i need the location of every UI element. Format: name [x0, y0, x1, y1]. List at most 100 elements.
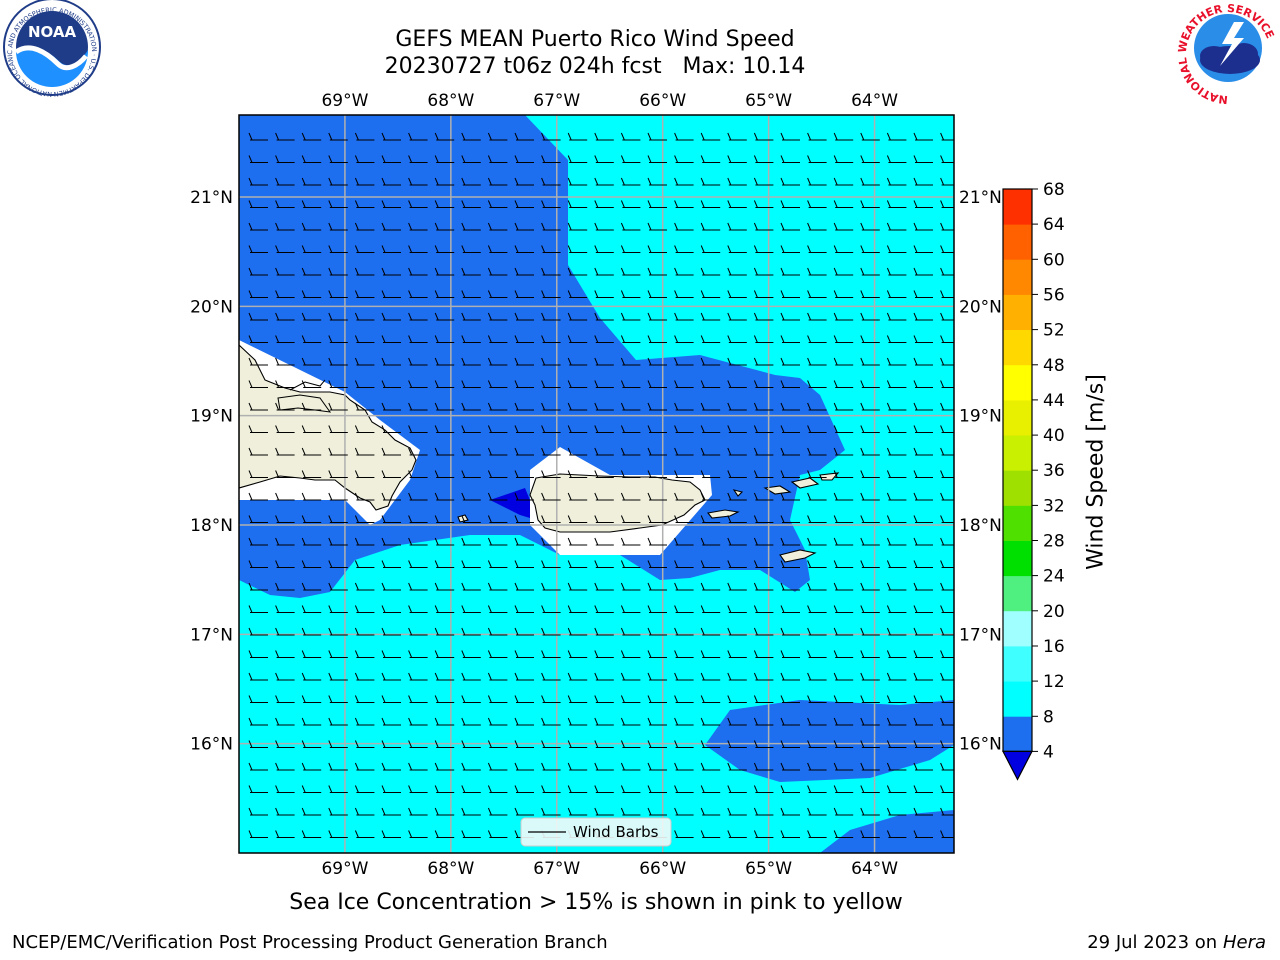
wind-barb	[727, 200, 747, 208]
colorbar-segment	[1003, 716, 1032, 752]
wind-barb	[541, 132, 561, 141]
wind-barb	[833, 177, 854, 186]
wind-barb	[833, 222, 854, 231]
wind-barb	[434, 357, 455, 366]
wind-barb	[328, 425, 348, 433]
wind-barb	[514, 807, 534, 816]
wind-barb	[700, 582, 721, 591]
wind-barb	[328, 132, 348, 141]
wind-barb	[301, 357, 322, 366]
footer-caption: Sea Ice Concentration > 15% is shown in …	[289, 890, 903, 915]
colorbar-tick-label: 4	[1043, 742, 1054, 762]
wind-barb	[541, 222, 561, 231]
wind-barb	[381, 425, 401, 433]
wind-barb	[381, 740, 401, 748]
wind-barb	[620, 470, 641, 478]
wind-barb	[674, 470, 694, 478]
wind-barb	[461, 200, 481, 208]
wind-barb	[940, 290, 954, 298]
wind-barb	[487, 515, 508, 523]
wind-barb	[408, 650, 428, 658]
wind-barb	[461, 357, 481, 366]
wind-barb	[301, 245, 322, 253]
wind-barb	[514, 560, 534, 568]
wind-barb	[301, 425, 322, 433]
wind-barb	[381, 560, 401, 568]
wind-barb	[381, 492, 401, 501]
wind-barb	[753, 290, 774, 298]
wind-barb	[328, 155, 348, 163]
wind-barb	[301, 200, 322, 208]
wind-barb	[567, 627, 588, 636]
wind-barb	[807, 627, 827, 636]
colorbar-tick-label: 8	[1043, 707, 1054, 727]
wind-barb	[940, 515, 954, 523]
wind-barb	[408, 177, 428, 186]
colorbar-segment	[1003, 189, 1032, 225]
wind-barb	[301, 695, 322, 703]
wind-barb	[807, 335, 827, 343]
wind-barb	[860, 807, 880, 816]
wind-barb	[541, 492, 561, 501]
wind-barb	[541, 312, 561, 321]
wind-barb	[647, 695, 667, 703]
wind-barb	[514, 200, 534, 208]
wind-barb	[514, 312, 534, 321]
wind-barb	[886, 627, 907, 636]
st-croix-island	[779, 549, 817, 563]
wind-barb	[620, 627, 641, 636]
wind-barb	[780, 785, 800, 793]
wind-barb	[381, 402, 401, 411]
wind-barb	[408, 672, 428, 681]
wind-barb	[461, 740, 481, 748]
wind-barb	[860, 155, 880, 163]
wind-barb	[913, 740, 933, 748]
wind-barb	[886, 537, 907, 546]
wind-barb	[275, 290, 295, 298]
wind-barb	[886, 402, 907, 411]
title-line-1: GEFS MEAN Puerto Rico Wind Speed	[395, 27, 795, 52]
wind-barb	[354, 672, 375, 681]
wind-barb	[487, 290, 508, 298]
colorbar-segment	[1003, 470, 1032, 506]
wind-barb	[753, 492, 774, 501]
wind-barb	[753, 155, 774, 163]
map-frame	[238, 114, 955, 854]
wind-barb	[514, 267, 534, 276]
wind-barb	[301, 447, 322, 456]
wind-barb	[780, 155, 800, 163]
lat-label-left: 20°N	[190, 297, 233, 317]
wind-barb	[354, 335, 375, 343]
wind-barb	[541, 380, 561, 388]
wind-barb	[487, 627, 508, 636]
wind-barb	[567, 717, 588, 726]
wind-barb	[913, 357, 933, 366]
lat-label-left: 16°N	[190, 735, 233, 755]
wind-barb	[807, 200, 827, 208]
wind-barb	[248, 582, 268, 591]
wind-barb	[275, 357, 295, 366]
wind-barb	[408, 335, 428, 343]
wind-barb	[940, 222, 954, 231]
wind-barb	[753, 470, 774, 478]
wind-barb	[886, 605, 907, 613]
gridlines	[239, 115, 954, 853]
wind-barb	[301, 470, 322, 478]
wind-barb	[780, 177, 800, 186]
wind-barb	[514, 290, 534, 298]
wind-barb	[940, 155, 954, 163]
wind-barb	[860, 650, 880, 658]
wind-barb	[913, 830, 933, 838]
wind-barb	[807, 672, 827, 681]
wind-barb	[381, 830, 401, 838]
wind-barb	[248, 245, 268, 253]
wind-barb	[381, 155, 401, 163]
wind-barb	[514, 447, 534, 456]
wind-barb	[780, 470, 800, 478]
wind-barb	[807, 785, 827, 793]
wind-barb	[594, 177, 614, 186]
wind-barb	[620, 155, 641, 163]
wind-barb	[620, 582, 641, 591]
wind-barb	[434, 762, 455, 771]
wind-barb	[567, 335, 588, 343]
